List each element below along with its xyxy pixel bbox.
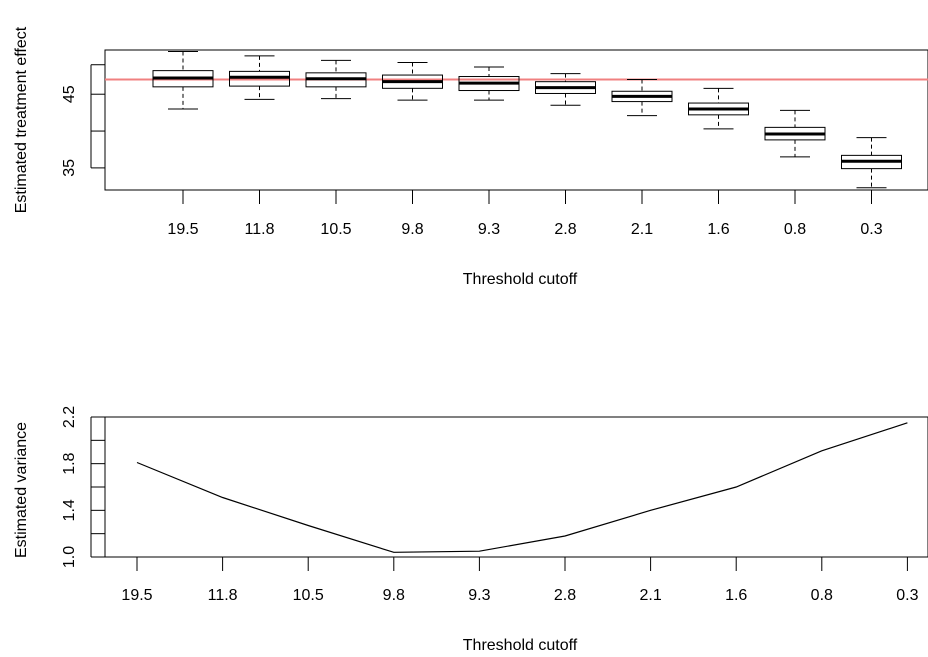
- x-tick-label: 1.6: [725, 587, 747, 604]
- box-2.1: [611, 78, 673, 117]
- x-tick-label: 1.6: [707, 221, 729, 238]
- x-tick-label: 9.3: [468, 587, 490, 604]
- box-9.3: [458, 66, 520, 101]
- y-tick-label: 35: [61, 159, 78, 177]
- x-tick-label: 2.1: [631, 221, 653, 238]
- x-tick-label: 2.8: [554, 221, 576, 238]
- y-tick-label: 1.8: [61, 452, 78, 474]
- y-tick-label: 2.2: [61, 406, 78, 428]
- x-tick-label: 10.5: [320, 221, 351, 238]
- x-tick-label: 11.8: [245, 221, 275, 238]
- x-tick-label: 0.3: [896, 587, 918, 604]
- x-tick-label: 19.5: [121, 587, 152, 604]
- box-2.8: [535, 73, 596, 106]
- x-tick-label: 9.8: [383, 587, 405, 604]
- variance-x-axis: 19.5 11.8 10.5 9.8 9.3 2.8 2.1 1.6 0.8 0.3: [121, 556, 919, 604]
- y-tick-label: 1.0: [61, 546, 78, 568]
- boxplot-panel: 35 45 19.5 11.8 10.5 9.8 9.3 2.8 2.1 1.6 0.8 0.3 T…: [13, 26, 928, 288]
- variance-plot-frame: [104, 416, 928, 558]
- variance-y-axis-title: Estimated variance: [13, 422, 30, 558]
- x-tick-label: 9.8: [401, 221, 423, 238]
- boxplot-y-axis: 35 45: [61, 64, 105, 177]
- box-1.6: [688, 87, 749, 130]
- box-0.3: [841, 137, 902, 189]
- boxplot-y-axis-title: Estimated treatment effect: [13, 26, 30, 213]
- x-tick-label: 0.8: [784, 221, 806, 238]
- boxplot-boxes: [152, 50, 902, 189]
- x-tick-label: 11.8: [208, 587, 238, 604]
- variance-series-line: [136, 422, 908, 553]
- x-tick-label: 9.3: [478, 221, 500, 238]
- box-0.8: [764, 109, 826, 158]
- box-19.5: [152, 50, 214, 110]
- box-11.8: [229, 55, 290, 100]
- x-tick-label: 10.5: [293, 587, 324, 604]
- boxplot-x-axis: 19.5 11.8 10.5 9.8 9.3 2.8 2.1 1.6 0.8 0.3: [167, 189, 883, 238]
- boxplot-x-axis-title: Threshold cutoff: [463, 271, 578, 288]
- x-tick-label: 2.8: [554, 587, 576, 604]
- x-tick-label: 0.8: [811, 587, 833, 604]
- box-10.5: [305, 59, 367, 100]
- box-9.8: [382, 62, 443, 101]
- y-tick-label: 45: [61, 85, 78, 103]
- variance-x-axis-title: Threshold cutoff: [463, 637, 578, 654]
- variance-panel: 1.0 1.4 1.8 2.2 19.5 11.8 10.5 9.8 9.3 2.8 2.1 1.6…: [13, 406, 928, 654]
- x-tick-label: 19.5: [167, 221, 198, 238]
- y-tick-label: 1.4: [61, 499, 78, 521]
- variance-y-axis: 1.0 1.4 1.8 2.2: [61, 406, 105, 568]
- x-tick-label: 2.1: [639, 587, 661, 604]
- x-tick-label: 0.3: [860, 221, 882, 238]
- boxplot-plot-frame: [104, 49, 928, 191]
